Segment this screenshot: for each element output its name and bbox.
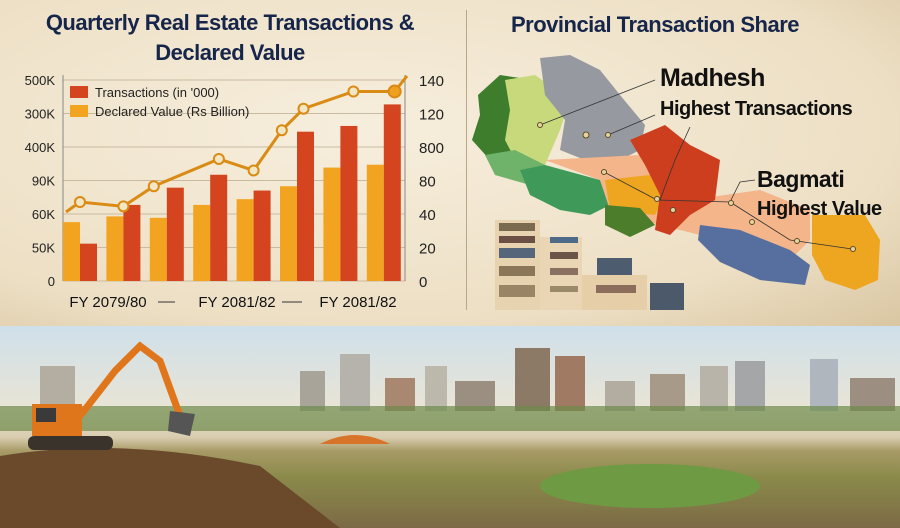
bar-transactions — [340, 125, 358, 281]
left-axis-tick-label: 50K — [32, 241, 55, 256]
green-field — [540, 464, 760, 508]
madhesh-note: Highest Transactions — [660, 98, 853, 120]
skyline — [40, 348, 895, 416]
province-lumbini — [520, 165, 610, 215]
right-axis-tick-label: 800 — [419, 140, 444, 157]
excavator — [28, 341, 195, 450]
infographic-top-panel: Quarterly Real Estate Transactions & Decl… — [0, 0, 900, 326]
dirt-mound — [0, 448, 340, 528]
right-axis-tick-label: 140 — [419, 73, 444, 90]
bar-declared-value — [280, 186, 297, 281]
legend-swatch-declared-value — [70, 105, 88, 117]
bar-declared-value — [366, 164, 384, 281]
bar-declared-value — [236, 199, 254, 281]
left-axis-tick-label: 400K — [25, 140, 56, 155]
buildings-illustration — [495, 220, 684, 310]
tree-line — [0, 406, 900, 431]
trend-point — [74, 196, 86, 209]
trend-point — [147, 180, 160, 193]
construction-scene-photo — [0, 326, 900, 528]
bar-declared-value — [63, 222, 80, 281]
province-karnali — [540, 55, 645, 160]
legend-swatch-transactions — [70, 86, 88, 98]
province-map — [472, 55, 880, 310]
map-markers — [537, 122, 856, 252]
bar-transactions — [210, 174, 228, 281]
left-axis-tick-label: 500K — [25, 73, 56, 88]
madhesh-label: Madhesh — [660, 64, 765, 92]
bar-transactions — [383, 104, 401, 282]
callout-lines — [539, 79, 853, 250]
legend-label-transactions: Transactions (in '000) — [95, 85, 219, 100]
x-axis-tick-label: FY 2081/82 — [198, 294, 275, 311]
bar-transactions — [297, 131, 314, 281]
bagmati-note: Highest Value — [757, 198, 882, 220]
right-axis-tick-label: 0 — [419, 274, 427, 291]
trend-point — [275, 124, 288, 137]
right-axis-tick-label: 120 — [419, 107, 444, 124]
left-axis-tick-label: 300K — [25, 107, 56, 122]
legend-label-declared-value: Declared Value (Rs Billion) — [95, 104, 249, 119]
bar-line-chart: 0 0 50K 20 60K 40 90K 80 400K 800 300K 120 500K 140 Tr… — [25, 73, 444, 311]
trend-point — [247, 164, 260, 177]
x-axis-tick-label: FY 2081/82 — [319, 294, 396, 311]
province-madhesh — [630, 125, 720, 235]
right-axis-tick-label: 80 — [419, 174, 436, 191]
province-bagmati-blue — [698, 225, 810, 285]
bar-transactions — [123, 204, 141, 281]
bar-transactions — [253, 190, 271, 281]
trend-point — [297, 102, 310, 115]
x-axis-tick-label: FY 2079/80 — [69, 294, 146, 311]
map-title: Provincial Transaction Share — [510, 12, 800, 37]
right-axis-tick-label: 20 — [419, 241, 436, 258]
left-axis-tick-label: 0 — [48, 274, 55, 289]
panel-divider — [466, 10, 467, 310]
city-skyline-scene — [0, 341, 900, 528]
trend-point — [117, 200, 130, 213]
bar-transactions — [80, 243, 97, 281]
province-koshi — [812, 215, 880, 290]
trend-point — [387, 84, 402, 99]
bar-transactions — [166, 187, 184, 281]
left-axis-tick-label: 90K — [32, 174, 55, 189]
right-axis-tick-label: 40 — [419, 207, 436, 224]
province-central-green — [605, 205, 655, 237]
bar-declared-value — [149, 217, 167, 281]
bagmati-label: Bagmati — [757, 166, 845, 192]
canopy-structure — [320, 435, 390, 444]
provinces — [472, 55, 880, 290]
trend-point — [347, 85, 360, 98]
left-axis-tick-label: 60K — [32, 207, 55, 222]
bar-declared-value — [106, 216, 124, 281]
bar-declared-value — [323, 167, 341, 281]
bar-declared-value — [193, 204, 211, 281]
trend-point — [212, 152, 225, 165]
province-madhesh-west — [605, 175, 665, 215]
chart-title: Quarterly Real Estate Transactions & Decl… — [45, 10, 415, 65]
